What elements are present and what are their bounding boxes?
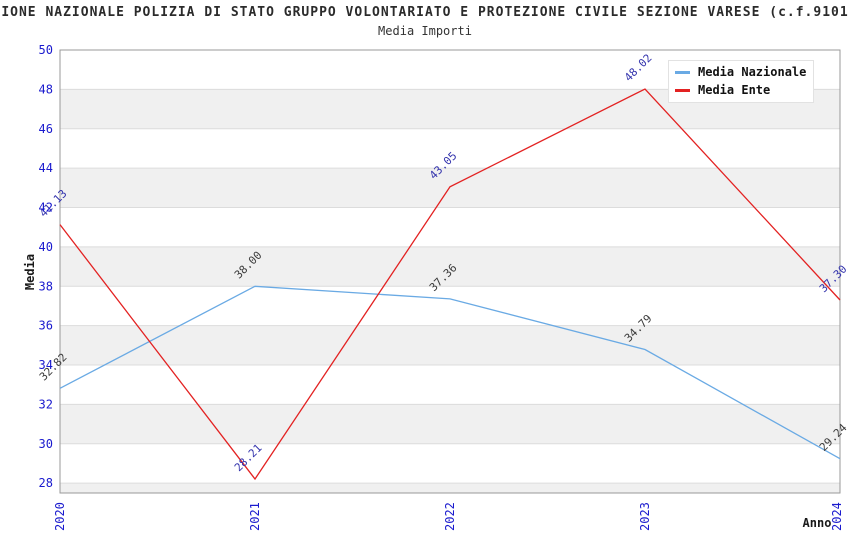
series-line-0 [59,285,841,460]
legend-label-nazionale: Media Nazionale [698,65,807,79]
plot-border [59,49,841,494]
y-tick-label: 32 [39,397,53,411]
y-tick-label: 50 [39,43,53,57]
legend-label-ente: Media Ente [698,83,771,97]
legend-line-swatch-ente [675,88,690,92]
y-tick-label: 48 [39,82,53,96]
x-axis-title: Anno [802,516,832,530]
legend: Media Nazionale Media Ente [668,60,814,103]
x-tick-label: 2024 [830,502,844,531]
x-tick-label: 2020 [53,502,67,531]
y-tick-label: 46 [39,122,53,136]
y-tick-label: 28 [39,476,53,490]
y-tick-label: 42 [39,201,53,215]
y-tick-label: 38 [39,279,53,293]
series-line-1 [59,88,841,481]
chart-subtitle: Media Importi [378,24,472,38]
y-tick-label: 34 [39,358,53,372]
plot-band [60,404,840,444]
legend-item-nazionale: Media Nazionale [675,66,807,78]
y-axis-title: Media [23,253,37,291]
y-tick-label: 30 [39,437,53,451]
y-tick-label: 40 [39,240,53,254]
plot-band [60,325,840,366]
y-tick-label: 36 [39,319,53,333]
x-tick-label: 2022 [443,502,457,531]
legend-line-swatch-nazionale [675,70,690,74]
plot-band [60,483,840,493]
plot-band [60,246,840,287]
point-label: 48.02 [622,51,655,84]
y-tick-label: 44 [39,161,53,175]
legend-item-ente: Media Ente [675,84,807,96]
chart-title: IONE NAZIONALE POLIZIA DI STATO GRUPPO V… [1,5,849,20]
x-tick-label: 2023 [638,502,652,531]
x-tick-label: 2021 [248,502,262,531]
